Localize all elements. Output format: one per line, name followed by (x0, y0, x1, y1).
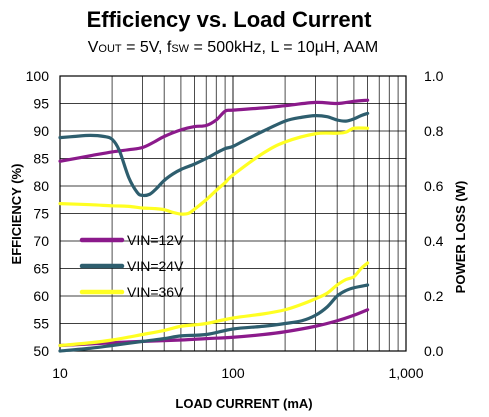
power-loss-curve-vin24 (58, 283, 370, 353)
x-axis-label: LOAD CURRENT (mA) (175, 396, 312, 411)
efficiency-curve-vin12 (58, 98, 370, 163)
right-axis-ticks: 0.0 0.2 0.4 0.6 0.8 1.0 (424, 68, 444, 359)
y-tick-label-left: 85 (33, 151, 49, 167)
legend-label-vin24: VIN=24V (127, 258, 184, 274)
left-axis-ticks: 50 55 60 65 70 75 80 85 90 95 100 (26, 68, 50, 359)
y-tick-label-right: 0.4 (424, 233, 444, 249)
y-tick-label-right: 1.0 (424, 68, 444, 84)
y-tick-label-right: 0.0 (424, 343, 444, 359)
y-tick-label-right: 0.6 (424, 178, 444, 194)
y-tick-label-left: 95 (33, 96, 49, 112)
power-loss-curve-vin36 (58, 261, 370, 348)
y-tick-label-left: 50 (33, 343, 49, 359)
plot-frame (59, 75, 407, 352)
y-tick-label-left: 65 (33, 261, 49, 277)
y-axis-label-left: EFFICIENCY (%) (9, 164, 24, 265)
y-tick-label-left: 90 (33, 123, 49, 139)
y-tick-label-left: 70 (33, 233, 49, 249)
x-tick-label: 1,000 (388, 365, 423, 381)
y-tick-label-left: 75 (33, 206, 49, 222)
x-tick-label: 10 (52, 365, 68, 381)
legend: VIN=12V VIN=24V VIN=36V (79, 232, 184, 300)
legend-label-vin36: VIN=36V (127, 284, 184, 300)
y-tick-label-left: 55 (33, 316, 49, 332)
x-axis-ticks: 10 100 1,000 (52, 365, 424, 381)
efficiency-curve-vin24 (58, 111, 370, 198)
chart-title: Efficiency vs. Load Current (87, 7, 373, 32)
y-tick-label-right: 0.8 (424, 123, 444, 139)
y-axis-label-right: POWER LOSS (W) (453, 181, 468, 294)
y-tick-label-left: 60 (33, 288, 49, 304)
legend-label-vin12: VIN=12V (127, 232, 184, 248)
series-curves (58, 98, 370, 353)
y-tick-label-left: 100 (26, 68, 50, 84)
x-tick-label: 100 (221, 365, 245, 381)
chart-subtitle: VOUT = 5V, fSW = 500kHz, L = 10µH, AAM (88, 39, 378, 56)
efficiency-curve-vin36 (58, 126, 370, 216)
y-tick-label-right: 0.2 (424, 288, 444, 304)
y-tick-label-left: 80 (33, 178, 49, 194)
